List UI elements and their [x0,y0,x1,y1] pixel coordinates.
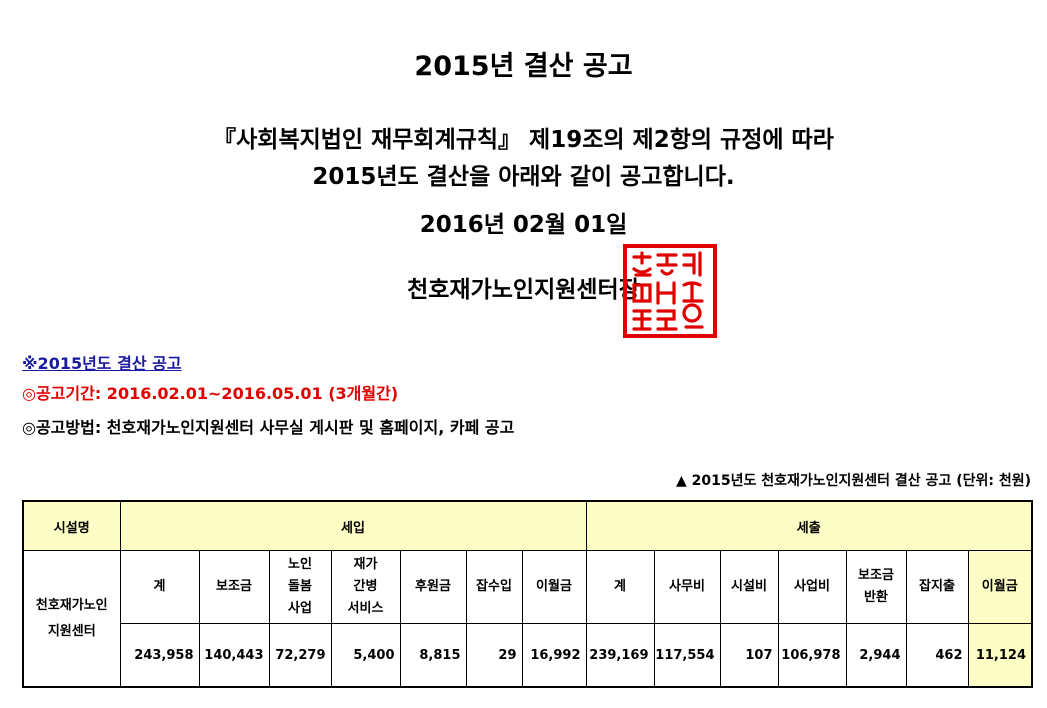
expense-col-office: 사무비 [653,550,721,624]
table-row: 243,958 140,443 72,279 5,400 8,815 29 16… [23,623,1033,688]
revenue-col-elderly-care: 노인 돌봄 사업 [268,550,332,624]
announcement-note-link[interactable]: ※2015년도 결산 공고 [22,354,182,373]
settlement-table: 시설명 세입 세출 천호재가노인 지원센터 계 보조금 노인 돌봄 사업 재가 간병 서비… [22,500,1033,688]
revenue-col-subsidy: 보조금 [198,550,270,624]
expense-col-facility: 시설비 [719,550,779,624]
announcement-period: ◎공고기간: 2016.02.01~2016.05.01 (3개월간) [22,384,399,403]
expense-col-misc: 잡지출 [905,550,969,624]
revenue-col-donation: 후원금 [399,550,467,624]
expense-value-carryover: 11,124 [967,623,1033,688]
expense-col-project: 사업비 [777,550,847,624]
expense-col-total: 계 [585,550,655,624]
expense-value-total: 239,169 [585,623,655,688]
expense-col-carryover: 이월금 [967,550,1033,624]
page-title: 2015년 결산 공고 [414,51,633,82]
expense-col-subsidy-return: 보조금 반환 [845,550,907,624]
official-seal-stamp [623,244,717,338]
intro-line-2: 2015년도 결산을 아래와 같이 공고합니다. [312,164,735,190]
expense-value-misc: 462 [905,623,969,688]
expense-value-project: 106,978 [777,623,847,688]
announcement-date: 2016년 02월 01일 [419,212,628,238]
expense-header: 세출 [585,500,1033,551]
table-caption: ▲ 2015년도 천호재가노인지원센터 결산 공고 (단위: 천원) [676,473,1031,489]
revenue-col-home-nursing: 재가 간병 서비스 [330,550,401,624]
expense-value-office: 117,554 [653,623,721,688]
revenue-value-total: 243,958 [119,623,200,688]
facility-name-cell: 천호재가노인 지원센터 [22,550,121,688]
expense-value-facility: 107 [719,623,779,688]
revenue-value-carryover: 16,992 [521,623,587,688]
organization-name: 천호재가노인지원센터장 [407,277,640,303]
column-header-row: 천호재가노인 지원센터 계 보조금 노인 돌봄 사업 재가 간병 서비스 후원금 잡수입 … [22,550,1033,688]
revenue-value-donation: 8,815 [399,623,467,688]
revenue-col-misc-income: 잡수입 [465,550,523,624]
revenue-value-elderly-care: 72,279 [268,623,332,688]
revenue-header: 세입 [119,500,587,551]
revenue-col-carryover: 이월금 [521,550,587,624]
revenue-value-subsidy: 140,443 [198,623,270,688]
intro-line-1: 『사회복지법인 재무회계규칙』 제19조의 제2항의 규정에 따라 [213,127,834,153]
facility-header: 시설명 [22,500,121,551]
announcement-method: ◎공고방법: 천호재가노인지원센터 사무실 게시판 및 홈페이지, 카페 공고 [22,418,515,437]
revenue-value-misc-income: 29 [465,623,523,688]
revenue-value-home-nursing: 5,400 [330,623,401,688]
revenue-col-total: 계 [119,550,200,624]
expense-value-subsidy-return: 2,944 [845,623,907,688]
table-header-row: 시설명 세입 세출 [22,500,1033,551]
